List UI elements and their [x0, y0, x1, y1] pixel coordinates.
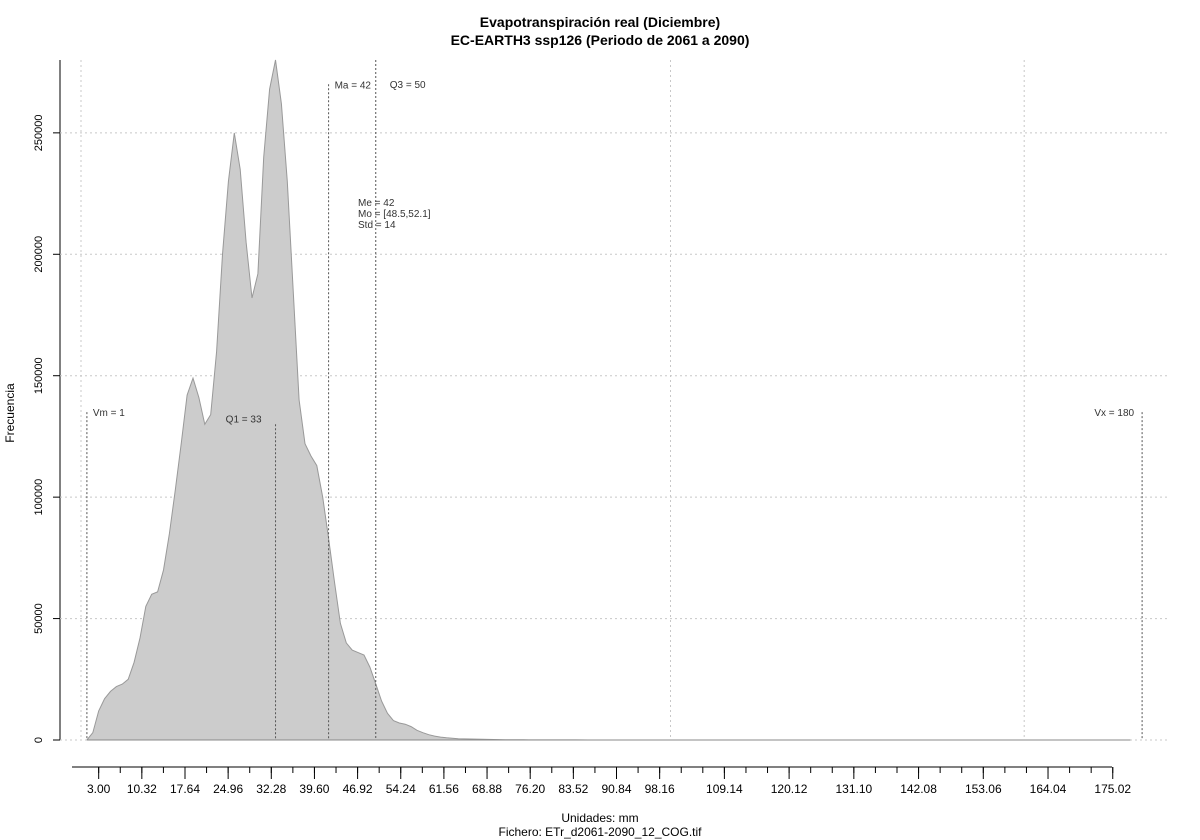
- x-tick-label: 3.00: [87, 782, 111, 796]
- marker-label: Vx = 180: [1094, 408, 1134, 419]
- x-tick-label: 90.84: [601, 782, 631, 796]
- x-tick-label: 54.24: [386, 782, 416, 796]
- x-tick-label: 153.06: [965, 782, 1002, 796]
- chart-subtitle: EC-EARTH3 ssp126 (Periodo de 2061 a 2090…: [450, 32, 750, 48]
- x-tick-label: 32.28: [256, 782, 286, 796]
- density-area: [86, 59, 1131, 741]
- x-tick-label: 164.04: [1030, 782, 1067, 796]
- y-tick-label: 50000: [33, 603, 45, 634]
- stats-label: Mo = [48.5,52.1]: [358, 209, 431, 220]
- marker-label: Vm = 1: [93, 408, 125, 419]
- stats-label: Std = 14: [358, 220, 396, 231]
- x-tick-label: 76.20: [515, 782, 545, 796]
- y-tick-label: 150000: [33, 357, 45, 394]
- x-tick-label: 109.14: [706, 782, 743, 796]
- x-tick-label: 17.64: [170, 782, 200, 796]
- x-tick-label: 98.16: [645, 782, 675, 796]
- y-tick-label: 200000: [33, 236, 45, 273]
- x-tick-label: 175.02: [1094, 782, 1131, 796]
- y-tick-label: 250000: [33, 114, 45, 151]
- chart-title: Evapotranspiración real (Diciembre): [479, 14, 721, 30]
- y-tick-label: 0: [33, 737, 45, 743]
- stats-label: Me = 42: [358, 198, 395, 209]
- file-caption: Fichero: ETr_d2061-2090_12_COG.tif: [498, 825, 702, 839]
- x-tick-label: 39.60: [299, 782, 329, 796]
- y-tick-label: 100000: [33, 479, 45, 516]
- x-axis-label: Unidades: mm: [561, 811, 639, 825]
- x-tick-label: 46.92: [343, 782, 373, 796]
- x-tick-label: 24.96: [213, 782, 243, 796]
- x-tick-label: 142.08: [900, 782, 937, 796]
- x-tick-label: 10.32: [127, 782, 157, 796]
- marker-label: Ma = 42: [335, 80, 372, 91]
- x-tick-label: 83.52: [558, 782, 588, 796]
- x-tick-label: 131.10: [835, 782, 872, 796]
- marker-label: Q3 = 50: [390, 80, 426, 91]
- marker-label: Q1 = 33: [226, 414, 262, 425]
- x-tick-label: 61.56: [429, 782, 459, 796]
- x-tick-label: 68.88: [472, 782, 502, 796]
- x-tick-label: 120.12: [771, 782, 808, 796]
